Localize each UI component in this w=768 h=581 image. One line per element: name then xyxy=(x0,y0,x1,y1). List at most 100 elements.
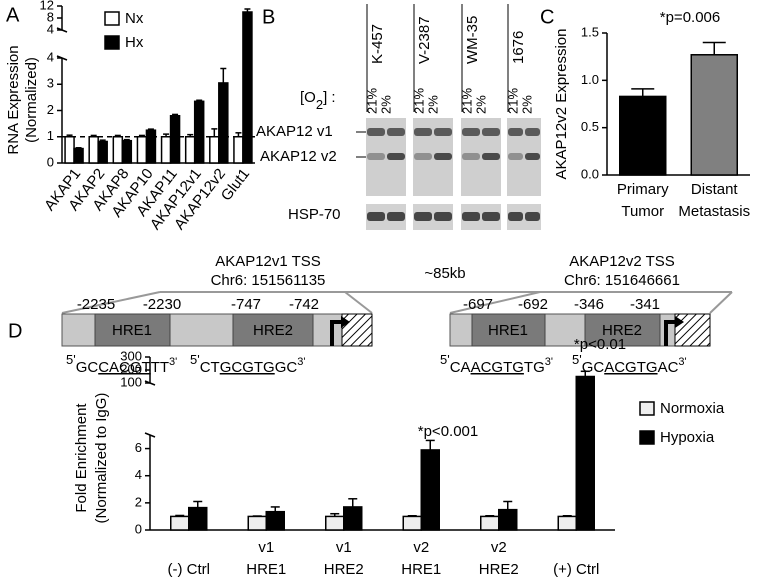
y-axis-label: AKAP12v2 Expression xyxy=(553,29,570,180)
error-bar xyxy=(235,132,242,137)
cell-line-label: K-457 xyxy=(369,24,386,64)
error-bar xyxy=(196,99,203,102)
band xyxy=(525,212,540,221)
bar xyxy=(557,515,577,531)
band xyxy=(508,153,523,160)
error-bar xyxy=(99,139,106,142)
axis-break xyxy=(144,432,156,438)
x-tick-label: v2 xyxy=(413,539,429,556)
tss-coordinate: Chr6: 151646661 xyxy=(564,272,680,289)
y-tick-label: 0.5 xyxy=(581,119,599,134)
sequence-flank: TT xyxy=(151,359,169,376)
hre-label: HRE1 xyxy=(488,322,528,339)
five-prime: 5' xyxy=(440,352,450,367)
bar xyxy=(575,375,595,531)
band-label: AKAP12 v2 xyxy=(260,148,337,165)
panel-label: B xyxy=(262,6,275,28)
y-tick-label: 12 xyxy=(40,0,54,12)
legend-label: Normoxia xyxy=(660,400,725,417)
zoom-line xyxy=(449,291,541,314)
zoom-line xyxy=(709,291,733,314)
band xyxy=(414,153,432,160)
cell-line-label: V-2387 xyxy=(416,16,433,64)
bar xyxy=(480,515,500,531)
bar xyxy=(209,136,220,164)
y-tick-label: 1.5 xyxy=(581,24,599,39)
bar xyxy=(64,136,75,164)
sequence-flank: CA xyxy=(450,359,471,376)
exon-box xyxy=(341,313,373,347)
exon-box xyxy=(674,313,711,347)
bar xyxy=(498,508,518,531)
error-bar xyxy=(220,67,227,83)
three-prime: 3' xyxy=(678,356,686,368)
error-bar xyxy=(75,147,82,149)
legend-swatch xyxy=(104,11,120,26)
bar xyxy=(402,515,422,531)
band xyxy=(462,128,480,136)
sequence-flank: GC xyxy=(275,359,298,376)
y-axis-label: (Normalized to IgG) xyxy=(93,393,110,524)
bar xyxy=(170,515,190,531)
band xyxy=(482,212,500,221)
annotation: *p<0.01 xyxy=(574,336,626,353)
tss-arrow xyxy=(664,320,676,346)
sequence: 5'CAACGTGTG3' xyxy=(440,352,553,376)
hre-box xyxy=(232,313,314,347)
condition-label: 21% xyxy=(459,88,474,114)
y-axis-label: Fold Enrichment xyxy=(73,403,90,513)
five-prime: 5' xyxy=(572,352,582,367)
bar xyxy=(188,506,208,531)
error-bar xyxy=(485,515,495,517)
condition-label: 21% xyxy=(505,88,520,114)
zoom-line xyxy=(344,291,373,314)
axis-break xyxy=(56,55,68,61)
error-bar xyxy=(114,134,121,137)
sequence: 5'CTGCGTGGC3' xyxy=(190,352,305,376)
legend-swatch xyxy=(639,401,655,416)
x-tick-label: Distant xyxy=(691,181,739,198)
sequence-core: ACGTG xyxy=(604,359,657,376)
annotation: *p<0.001 xyxy=(418,423,478,440)
y-tick-label: 1.0 xyxy=(581,72,599,87)
o2-text: ] : xyxy=(323,89,336,106)
hre-label: HRE2 xyxy=(253,322,293,339)
legend-label: Nx xyxy=(125,10,144,27)
distance-label: ~85kb xyxy=(424,265,465,282)
band-label: AKAP12 v1 xyxy=(256,123,333,140)
y-tick-label: 6 xyxy=(135,440,142,455)
three-prime: 3' xyxy=(545,356,553,368)
position-label: -697 xyxy=(463,296,493,313)
x-tick-label: Metastasis xyxy=(678,203,750,220)
error-bar xyxy=(66,134,73,137)
band xyxy=(434,128,452,136)
y-tick-label: 4 xyxy=(135,467,142,482)
sequence-core: CACGT xyxy=(98,359,151,376)
o2-text: [O xyxy=(300,89,316,106)
band xyxy=(525,128,540,136)
bar xyxy=(690,54,738,176)
position-label: -692 xyxy=(518,296,548,313)
error-bar xyxy=(187,133,194,137)
x-tick-label: v1 xyxy=(336,539,352,556)
band xyxy=(387,212,405,221)
band xyxy=(367,128,385,136)
band xyxy=(414,212,432,221)
bar xyxy=(169,115,181,164)
panel-label: C xyxy=(540,6,554,28)
hre-box xyxy=(94,313,171,347)
three-prime: 3' xyxy=(169,356,177,368)
sequence: 5'GCCACGTTT3' xyxy=(66,352,177,376)
y-tick-label: 2 xyxy=(47,102,54,117)
x-tick-label: HRE1 xyxy=(401,561,441,578)
x-tick-label: v2 xyxy=(491,539,507,556)
error-bar xyxy=(503,500,513,510)
x-tick-label: HRE1 xyxy=(246,561,286,578)
annotation: *p=0.006 xyxy=(660,9,720,26)
x-tick-label: Primary xyxy=(617,181,669,198)
o2-label: [O2] : xyxy=(300,89,336,112)
condition-label: 2% xyxy=(425,95,440,114)
position-label: -2235 xyxy=(77,296,115,313)
band xyxy=(367,153,385,160)
